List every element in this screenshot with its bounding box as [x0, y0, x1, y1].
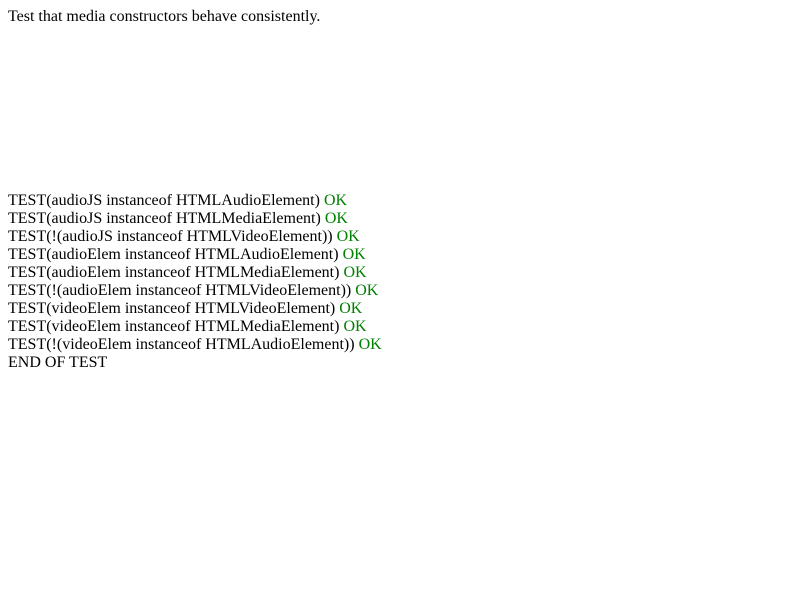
test-expression: TEST(audioJS instanceof HTMLAudioElement… — [8, 192, 320, 209]
ok-status: OK — [355, 282, 379, 299]
test-result-line: TEST(audioElem instanceof HTMLMediaEleme… — [8, 264, 382, 282]
test-expression: TEST(videoElem instanceof HTMLMediaEleme… — [8, 318, 340, 335]
ok-status: OK — [323, 192, 348, 209]
ok-status: OK — [358, 336, 382, 353]
test-result-line: TEST(!(audioJS instanceof HTMLVideoEleme… — [8, 228, 382, 246]
test-description: Test that media constructors behave cons… — [8, 8, 321, 25]
test-result-line: TEST(!(audioElem instanceof HTMLVideoEle… — [8, 282, 382, 300]
test-result-line: TEST(audioJS instanceof HTMLAudioElement… — [8, 192, 382, 210]
test-expression: TEST(videoElem instanceof HTMLVideoEleme… — [8, 300, 336, 317]
test-expression: TEST(audioElem instanceof HTMLAudioEleme… — [8, 246, 339, 263]
ok-status: OK — [336, 228, 360, 245]
test-expression: TEST(!(audioElem instanceof HTMLVideoEle… — [8, 282, 352, 299]
test-result-line: TEST(audioElem instanceof HTMLAudioEleme… — [8, 246, 382, 264]
ok-status: OK — [339, 300, 363, 317]
test-result-line: TEST(!(videoElem instanceof HTMLAudioEle… — [8, 336, 382, 354]
end-of-test: END OF TEST — [8, 354, 108, 371]
test-expression: TEST(!(audioJS instanceof HTMLVideoEleme… — [8, 228, 333, 245]
test-result-line: TEST(videoElem instanceof HTMLVideoEleme… — [8, 300, 382, 318]
test-expression: TEST(!(videoElem instanceof HTMLAudioEle… — [8, 336, 355, 353]
test-expression: TEST(audioElem instanceof HTMLMediaEleme… — [8, 264, 340, 281]
test-result-line: TEST(audioJS instanceof HTMLMediaElement… — [8, 210, 382, 228]
test-results: TEST(audioJS instanceof HTMLAudioElement… — [8, 192, 382, 372]
ok-status: OK — [343, 264, 367, 281]
test-result-line: TEST(videoElem instanceof HTMLMediaEleme… — [8, 318, 382, 336]
ok-status: OK — [324, 210, 348, 227]
test-expression: TEST(audioJS instanceof HTMLMediaElement… — [8, 210, 321, 227]
ok-status: OK — [343, 318, 367, 335]
ok-status: OK — [342, 246, 366, 263]
